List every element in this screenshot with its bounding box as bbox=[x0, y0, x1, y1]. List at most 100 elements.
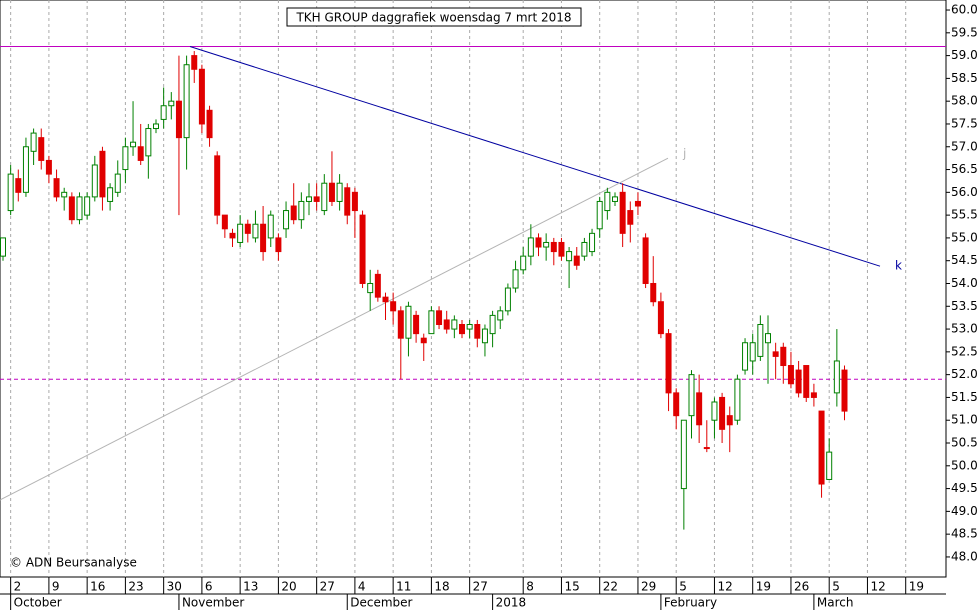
candle-body bbox=[283, 210, 290, 230]
candle-body bbox=[566, 251, 573, 262]
candle-body bbox=[221, 214, 228, 230]
candle-body bbox=[443, 319, 450, 330]
y-tick-label: 56.5 bbox=[951, 162, 978, 176]
month-label: February bbox=[664, 596, 717, 610]
x-tick-label: 12 bbox=[717, 580, 732, 594]
candle-body bbox=[290, 205, 297, 221]
candle-body bbox=[650, 282, 657, 303]
x-tick-label: 29 bbox=[641, 580, 656, 594]
candle-body bbox=[214, 155, 221, 216]
candle-body bbox=[122, 146, 129, 171]
candle-body bbox=[527, 237, 534, 257]
x-tick-label: 2 bbox=[14, 580, 22, 594]
y-tick-label: 57.0 bbox=[951, 139, 978, 153]
candle-body bbox=[191, 55, 198, 70]
candle-body bbox=[244, 223, 251, 234]
x-tick-label: 20 bbox=[281, 580, 296, 594]
x-tick-label: 26 bbox=[794, 580, 809, 594]
candle-body bbox=[520, 255, 527, 271]
candle-body bbox=[711, 401, 718, 421]
candle-body bbox=[45, 159, 52, 175]
candle-body bbox=[780, 346, 787, 367]
candle-body bbox=[726, 415, 733, 426]
x-tick-label: 22 bbox=[603, 580, 618, 594]
candle-body bbox=[168, 100, 175, 107]
candle-body bbox=[260, 223, 267, 253]
candle-body bbox=[252, 223, 259, 239]
trendline-label: j bbox=[682, 147, 686, 161]
y-tick-label: 55.0 bbox=[951, 230, 978, 244]
candle-body bbox=[634, 200, 641, 207]
candle-body bbox=[344, 187, 351, 216]
x-tick-label: 23 bbox=[128, 580, 143, 594]
candle-body bbox=[734, 378, 741, 421]
candle-body bbox=[489, 314, 496, 335]
candle-body bbox=[382, 296, 389, 303]
x-tick-label: 15 bbox=[564, 580, 579, 594]
candle-body bbox=[367, 282, 374, 294]
x-tick-label: 4 bbox=[358, 580, 366, 594]
candle-body bbox=[15, 178, 22, 193]
candle-body bbox=[328, 182, 335, 202]
candle-body bbox=[504, 287, 511, 312]
candle-body bbox=[657, 301, 664, 335]
candle-body bbox=[826, 451, 833, 480]
candle-body bbox=[742, 342, 749, 371]
x-tick-label: 8 bbox=[526, 580, 534, 594]
y-tick-label: 60.0 bbox=[951, 3, 978, 17]
candle-body bbox=[451, 319, 458, 330]
candle-body bbox=[420, 337, 427, 344]
candle-body bbox=[466, 324, 473, 330]
candle-body bbox=[321, 182, 328, 212]
candle-body bbox=[550, 241, 557, 253]
candle-body bbox=[68, 196, 75, 221]
candle-body bbox=[596, 200, 603, 230]
candle-body bbox=[137, 146, 144, 161]
candle-body bbox=[543, 241, 550, 248]
plot-frame bbox=[0, 0, 947, 578]
candle-body bbox=[61, 191, 68, 198]
candle-body bbox=[374, 273, 381, 298]
y-tick-label: 48.5 bbox=[951, 527, 978, 541]
candle-body bbox=[581, 241, 588, 257]
candle-body bbox=[30, 132, 37, 152]
candle-body bbox=[99, 150, 106, 198]
y-tick-label: 51.0 bbox=[951, 413, 978, 427]
candle-body bbox=[53, 178, 60, 198]
x-tick-label: 5 bbox=[832, 580, 840, 594]
chart-title: TKH GROUP daggrafiek woensdag 7 mrt 2018 bbox=[295, 11, 571, 25]
x-tick-label: 19 bbox=[756, 580, 771, 594]
credit: © ADN Beursanalyse bbox=[10, 556, 137, 570]
candle-body bbox=[474, 324, 481, 339]
candle-body bbox=[680, 419, 687, 490]
candle-body bbox=[673, 392, 680, 417]
candle-body bbox=[351, 191, 358, 212]
candle-body bbox=[535, 237, 542, 248]
candle-body bbox=[612, 196, 618, 202]
y-tick-label: 53.0 bbox=[951, 322, 978, 336]
y-tick-label: 53.5 bbox=[951, 299, 978, 313]
candle-body bbox=[313, 196, 320, 202]
candle-body bbox=[787, 365, 794, 385]
y-tick-label: 54.5 bbox=[951, 253, 978, 267]
candle-body bbox=[619, 191, 626, 234]
trendline bbox=[0, 157, 669, 501]
trendline-label: k bbox=[895, 259, 902, 273]
x-tick-label: 5 bbox=[679, 580, 687, 594]
candle-body bbox=[818, 410, 825, 485]
candle-body bbox=[497, 310, 504, 321]
x-tick-label: 9 bbox=[52, 580, 60, 594]
candle-body bbox=[765, 333, 771, 344]
candle-body bbox=[749, 342, 756, 362]
candle-body bbox=[803, 365, 810, 398]
x-tick-label: 11 bbox=[396, 580, 411, 594]
trendline bbox=[189, 46, 881, 267]
candle-body bbox=[688, 374, 695, 417]
candle-body bbox=[267, 214, 274, 239]
candle-body bbox=[175, 100, 182, 139]
candle-body bbox=[459, 324, 465, 335]
candle-body bbox=[696, 392, 703, 426]
candle-body bbox=[0, 237, 6, 257]
y-tick-label: 52.0 bbox=[951, 367, 978, 381]
candle-body bbox=[627, 210, 634, 225]
